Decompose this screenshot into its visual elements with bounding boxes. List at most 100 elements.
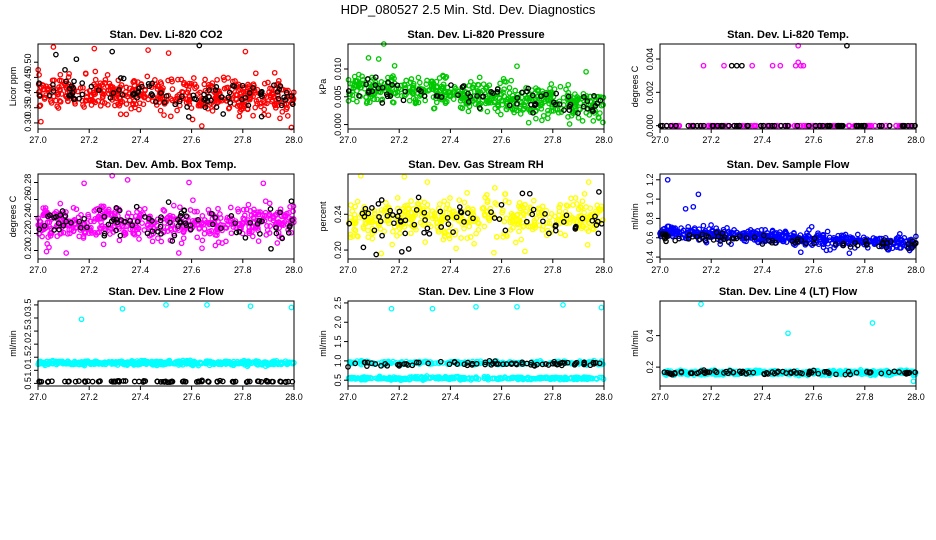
- data-point-colored: [354, 88, 360, 94]
- data-point-black: [494, 86, 501, 93]
- data-point-colored: [436, 201, 443, 207]
- data-point-colored: [194, 234, 201, 241]
- data-point-colored: [255, 211, 262, 218]
- data-point-colored: [585, 179, 592, 185]
- data-point-black: [595, 230, 602, 237]
- data-point-colored: [389, 241, 396, 248]
- data-point-colored: [406, 220, 413, 227]
- data-point-black: [134, 218, 141, 225]
- data-point-colored: [359, 76, 366, 83]
- data-point-black: [553, 90, 560, 97]
- data-point-black: [413, 207, 420, 213]
- data-point-colored: [466, 219, 473, 225]
- data-point-black: [258, 113, 265, 120]
- data-point-colored: [700, 222, 707, 229]
- data-point-colored: [595, 115, 602, 121]
- data-point-black: [416, 359, 422, 366]
- data-point-black: [362, 205, 369, 212]
- data-point-colored: [66, 360, 72, 367]
- panel-5-points: [345, 172, 606, 258]
- data-point-colored: [674, 228, 681, 235]
- data-point-colored: [565, 114, 571, 120]
- data-point-colored: [876, 235, 883, 242]
- data-point-colored: [123, 89, 129, 95]
- x-tick-label: 27.2: [390, 392, 408, 402]
- y-tick-label: 0.22: [23, 225, 33, 243]
- data-point-black: [53, 213, 59, 220]
- data-point-colored: [164, 228, 171, 234]
- data-point-black: [242, 234, 249, 241]
- data-point-colored: [180, 228, 187, 235]
- data-point-colored: [600, 94, 607, 101]
- data-point-colored: [242, 48, 249, 55]
- data-point-black: [184, 104, 190, 110]
- data-point-colored: [63, 250, 70, 256]
- data-point-colored: [95, 214, 101, 221]
- data-point-black: [44, 379, 51, 385]
- data-point-black: [437, 208, 444, 215]
- data-point-colored: [275, 77, 282, 84]
- data-point-colored: [252, 70, 259, 77]
- data-point-colored: [152, 81, 159, 88]
- data-point-colored: [535, 205, 542, 212]
- data-point-black: [394, 213, 401, 220]
- data-point-colored: [508, 77, 515, 84]
- data-point-black: [815, 370, 822, 377]
- data-point-colored: [565, 81, 572, 88]
- data-point-black: [426, 230, 433, 237]
- panel-4: Stan. Dev. Amb. Box Temp.27.0 27.2 27.4 27.…: [8, 159, 303, 275]
- x-tick-label: 27.4: [442, 135, 460, 145]
- data-point-black: [122, 378, 129, 384]
- data-point-colored: [594, 94, 601, 100]
- data-point-black: [88, 83, 95, 90]
- data-point-black: [866, 369, 873, 376]
- data-point-black: [584, 98, 591, 105]
- data-point-colored: [74, 88, 81, 95]
- data-point-black: [572, 224, 579, 231]
- plot-frame: [659, 300, 917, 387]
- data-point-black: [70, 85, 76, 91]
- data-point-black: [455, 92, 461, 98]
- x-tick-label: 27.0: [339, 392, 357, 402]
- data-point-colored: [378, 250, 385, 257]
- data-point-colored: [286, 209, 292, 216]
- x-tick-label: 27.8: [544, 135, 562, 145]
- data-point-black: [163, 93, 170, 99]
- data-point-black: [212, 214, 219, 221]
- y-axis-label: ml/min: [630, 330, 640, 357]
- data-point-black: [36, 226, 43, 233]
- data-point-black: [183, 222, 190, 229]
- y-tick-label: 0.004: [645, 48, 655, 71]
- data-point-black: [161, 379, 168, 385]
- data-point-colored: [135, 216, 141, 222]
- x-tick-label: 27.6: [493, 392, 511, 402]
- data-point-black: [114, 219, 121, 226]
- data-point-black: [175, 217, 181, 223]
- data-point-black: [816, 122, 823, 129]
- data-point-colored: [227, 204, 234, 211]
- data-point-colored: [408, 230, 414, 237]
- data-point-colored: [847, 241, 853, 248]
- data-point-colored: [136, 106, 142, 113]
- data-point-colored: [264, 227, 271, 233]
- data-point-colored: [198, 219, 205, 226]
- data-point-colored: [124, 213, 131, 220]
- data-point-colored: [481, 223, 488, 230]
- data-point-colored: [578, 225, 585, 232]
- data-point-colored: [484, 192, 490, 198]
- data-point-colored: [194, 208, 200, 215]
- data-point-black: [157, 223, 164, 230]
- data-point-colored: [136, 206, 143, 213]
- plot-frame: [347, 300, 605, 387]
- data-point-black: [72, 378, 79, 385]
- data-point-colored: [100, 241, 107, 248]
- y-axis-label: percent: [318, 201, 328, 232]
- data-point-colored: [146, 359, 153, 366]
- data-point-colored: [407, 79, 414, 86]
- data-point-colored: [154, 86, 161, 92]
- data-point-black: [136, 85, 142, 92]
- data-point-colored: [546, 91, 553, 98]
- data-point-black: [157, 217, 164, 224]
